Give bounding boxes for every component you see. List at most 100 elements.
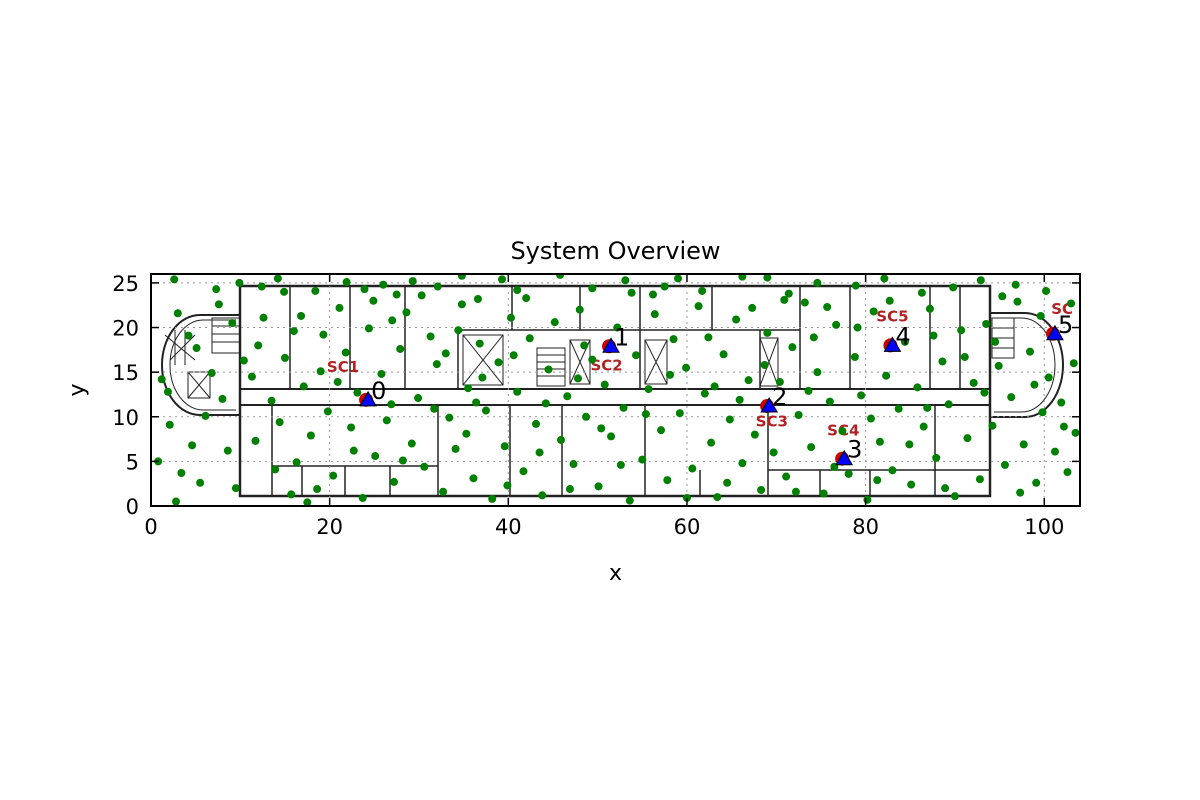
user-point — [1019, 440, 1028, 449]
user-point — [882, 371, 891, 380]
user-point — [980, 388, 989, 397]
user-point — [941, 484, 950, 493]
user-point — [287, 490, 296, 499]
user-point — [525, 334, 534, 343]
user-point — [813, 368, 822, 377]
user-point — [299, 382, 308, 391]
user-point — [880, 274, 889, 283]
x-tick-label-3: 60 — [674, 515, 701, 539]
user-point — [509, 351, 518, 360]
user-point — [430, 404, 439, 413]
user-point — [763, 328, 772, 337]
user-point — [347, 423, 356, 432]
user-point — [744, 376, 753, 385]
user-point — [163, 387, 172, 396]
user-point — [408, 277, 417, 286]
user-point — [1044, 373, 1053, 382]
user-point — [172, 497, 181, 506]
user-point — [231, 484, 240, 493]
small-cell-marker-0 — [359, 390, 377, 407]
user-point — [853, 323, 862, 332]
user-point — [212, 285, 221, 294]
user-point — [273, 274, 282, 283]
user-point — [725, 415, 734, 424]
user-point — [832, 320, 841, 329]
user-point — [900, 337, 909, 346]
user-point — [707, 438, 716, 447]
user-point — [196, 478, 205, 487]
user-point — [565, 485, 574, 494]
user-point — [950, 492, 959, 501]
user-point — [580, 341, 589, 350]
user-point — [441, 349, 450, 358]
user-point — [271, 465, 280, 474]
user-point — [396, 344, 405, 353]
user-point — [188, 441, 197, 450]
user-point — [1071, 428, 1080, 437]
user-point — [588, 284, 597, 293]
user-point — [807, 443, 816, 452]
small-cell-label-2: 2 — [772, 383, 787, 411]
user-point — [472, 398, 481, 407]
floorplan-labels: SC1SC2SC3SC4SC5SC — [327, 300, 1073, 439]
user-point — [594, 482, 603, 491]
floorplan-label-1: SC2 — [590, 356, 622, 374]
user-point — [494, 358, 503, 367]
user-point — [349, 446, 358, 455]
floor-plan-stairs — [187, 317, 1015, 399]
user-point — [1050, 447, 1059, 456]
user-point — [813, 278, 822, 287]
user-point — [550, 318, 559, 327]
user-point — [522, 294, 531, 303]
small-cell-label-4: 4 — [895, 322, 910, 350]
user-point — [369, 296, 378, 305]
user-point — [1011, 280, 1020, 289]
user-point — [750, 430, 759, 439]
user-point — [280, 353, 289, 362]
user-point — [969, 378, 978, 387]
user-point — [535, 448, 544, 457]
user-point — [541, 399, 550, 408]
user-point — [538, 491, 547, 500]
user-point — [251, 436, 260, 445]
user-point — [632, 351, 641, 360]
user-point — [960, 352, 969, 361]
user-point — [556, 274, 565, 279]
user-point — [738, 274, 747, 281]
user-point — [698, 286, 707, 295]
user-point — [919, 422, 928, 431]
user-point — [445, 413, 454, 422]
floor-plan-left-wing-inner — [169, 319, 236, 411]
user-point — [392, 290, 401, 299]
user-point — [247, 372, 256, 381]
chart-title: System Overview — [510, 237, 720, 265]
user-point — [888, 466, 897, 475]
user-point — [621, 276, 630, 285]
user-point — [342, 278, 351, 287]
user-point — [757, 485, 766, 494]
user-point — [809, 333, 818, 342]
user-point — [929, 331, 938, 340]
user-point — [769, 448, 778, 457]
user-point — [738, 459, 747, 468]
user-point — [417, 291, 426, 300]
user-point — [619, 403, 628, 412]
user-point — [475, 339, 484, 348]
user-point — [735, 395, 744, 404]
user-point — [303, 498, 312, 506]
user-point — [857, 391, 866, 400]
user-point — [938, 357, 947, 366]
user-point — [1025, 347, 1034, 356]
user-point — [223, 446, 232, 455]
user-point — [207, 369, 216, 378]
user-point — [869, 307, 878, 316]
user-point — [1016, 488, 1025, 497]
user-point — [616, 460, 625, 469]
floor-plan-outline — [238, 284, 992, 498]
user-point — [239, 356, 248, 365]
small-cell-marker-5 — [1046, 324, 1064, 341]
user-point — [503, 481, 512, 490]
user-point — [254, 341, 263, 350]
user-point — [1069, 359, 1078, 368]
user-point — [1013, 297, 1022, 306]
